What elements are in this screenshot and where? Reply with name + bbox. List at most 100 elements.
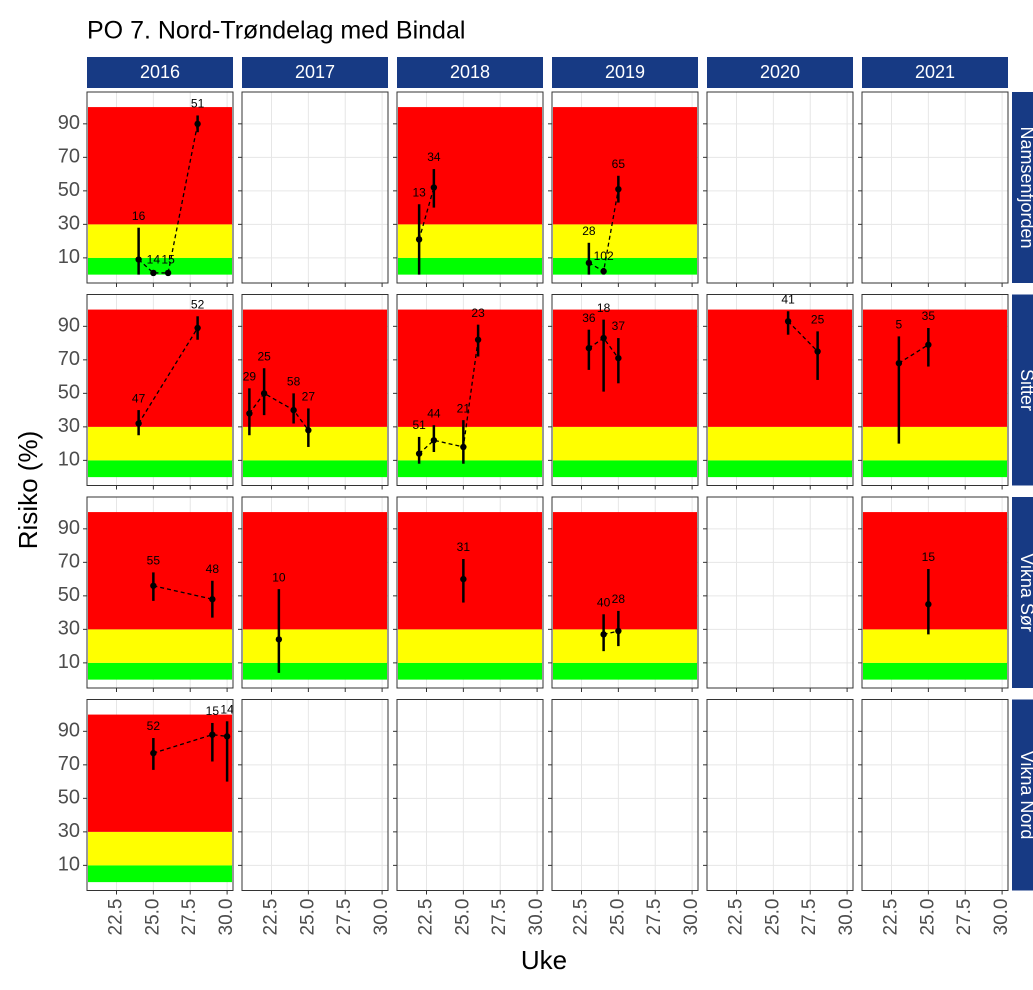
risk-band [553,224,697,258]
point [585,259,593,267]
x-tick-label: 25.0 [142,899,163,936]
panel: 41 25 [703,292,854,490]
x-tick-label: 30.0 [836,899,857,936]
sample-size-label: 15 [161,252,175,266]
panel [238,91,389,287]
panel [548,699,699,895]
point [474,336,482,343]
point [260,390,268,397]
panel-border [551,496,699,689]
risk-band [243,629,387,663]
panel-border [861,699,1009,891]
x-tick-label: 30.0 [216,899,237,936]
row-strip-label: Vikna Nord [1017,751,1033,840]
panel-border [551,699,699,891]
row-strip-label: Namsenfjorden [1017,126,1033,248]
y-tick-label: 90 [58,112,80,134]
risk-band [398,662,542,680]
x-tick-label: 22.5 [106,899,127,936]
panel-background [707,92,853,283]
y-tick-label: 70 [58,753,80,775]
panel [393,699,544,895]
panel: 15 [858,496,1009,692]
sample-size-label: 52 [191,297,205,311]
point [615,627,622,635]
panel-border [396,91,544,284]
x-tick-label: 27.5 [334,899,355,936]
panel [858,91,1009,287]
point [460,443,467,451]
point [150,269,157,277]
risk-band [398,107,542,225]
column-strip-label: 2016 [140,62,180,82]
x-axis-label: Uke [521,945,567,975]
trend-line [418,187,435,240]
point [430,437,438,444]
risk-band [553,629,697,663]
risk-band [863,460,1007,478]
panel-border [551,91,699,284]
sample-size-label: 58 [287,375,301,389]
x-tick-label: 27.5 [489,899,510,936]
risk-band [88,831,232,866]
point [925,341,932,348]
risk-band [863,629,1007,663]
panel-border [241,496,389,689]
column-strip-label: 2019 [605,62,645,82]
column-strip-label: 2018 [450,62,490,82]
point [585,344,593,352]
point [135,256,142,263]
point [814,348,821,355]
risk-band [88,309,232,427]
y-tick-label: 70 [58,348,80,370]
sample-size-label: 51 [412,418,426,432]
panel [238,699,389,895]
panel-border [706,294,854,486]
panel-border [396,294,544,486]
risk-band [708,460,852,478]
sample-size-label: 48 [206,562,220,576]
panel-background [862,699,1008,891]
panel: 5 35 [858,294,1009,490]
y-tick-label: 50 [58,787,80,809]
risk-band [398,257,542,275]
point [150,582,157,589]
panel-border [241,294,389,486]
y-tick-label: 10 [58,449,80,471]
sample-size-label: 28 [612,592,626,606]
panel: 47 52 [83,294,234,490]
risk-band [553,426,697,461]
y-tick-label: 10 [58,246,80,268]
sample-size-label: 102 [594,249,614,263]
point [150,749,157,757]
panel-background [397,699,543,891]
risk-band [553,257,697,275]
panel: 16 14 15 51 [83,91,234,287]
column-strip-label: 2020 [760,62,800,82]
risk-band [398,309,542,427]
trend-line [153,734,228,754]
risk-band [88,107,232,225]
sample-size-label: 40 [597,595,611,609]
row-strip [1012,497,1033,688]
x-tick-label: 27.5 [799,899,820,936]
risk-band [553,309,697,427]
risk-band [398,629,542,663]
sample-size-label: 16 [132,209,146,223]
row-strip [1012,294,1033,486]
panel: 40 28 [548,496,699,692]
panel-border [706,91,854,284]
row-strip-label: Vikna Sør [1017,553,1033,632]
column-strip [552,57,698,88]
risk-band [708,426,852,461]
sample-size-label: 18 [597,301,611,315]
panel-border [706,699,854,891]
risk-band [863,512,1007,630]
risk-band [243,662,387,680]
panel-background [862,92,1008,283]
trend-line [153,585,213,600]
y-tick-label: 70 [58,146,80,168]
x-tick-label: 25.0 [607,899,628,936]
x-tick-label: 27.5 [954,899,975,936]
sample-size-label: 25 [257,349,271,363]
